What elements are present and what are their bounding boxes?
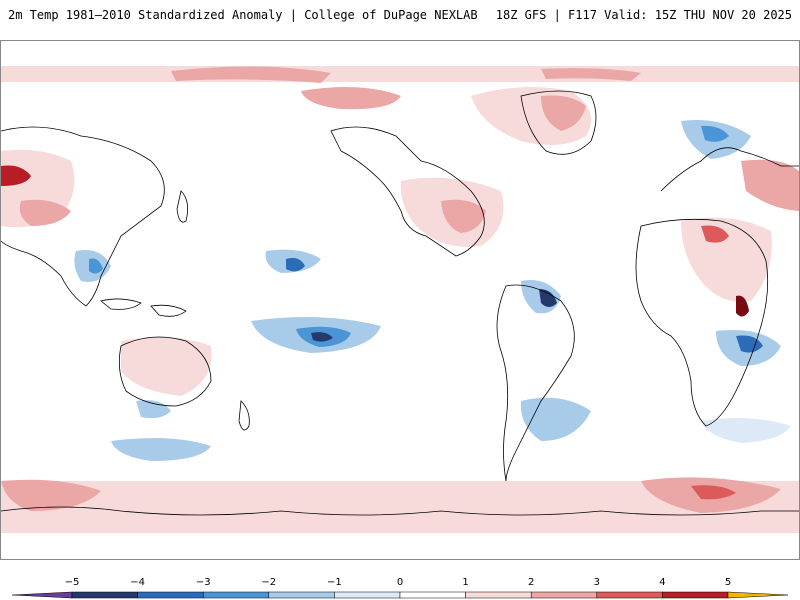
colorbar-segment	[662, 591, 729, 599]
colorbar-tick-label: 1	[462, 577, 468, 588]
colorbar-tick-label: 0	[397, 577, 403, 588]
colorbar-segment	[71, 591, 138, 599]
anomaly-patch	[111, 437, 211, 461]
anomaly-patch	[1, 165, 31, 186]
coastline-asia	[1, 126, 165, 307]
coastline-new-zealand	[238, 400, 250, 431]
coastlines	[1, 90, 799, 516]
anomaly-patch	[89, 258, 103, 274]
anomaly-patch	[541, 95, 586, 131]
coastline-north-america	[330, 126, 485, 257]
colorbar-tick-labels: −5 −4 −3 −2 −1 0 1 2 3 4 5	[65, 577, 732, 588]
colorbar-arrow-high	[727, 591, 789, 599]
model-run-info: 18Z GFS | F117 Valid: 15Z THU NOV 20 202…	[495, 8, 792, 22]
colorbar: −5 −4 −3 −2 −1 0 1 2 3 4 5	[11, 577, 789, 599]
colorbar-tick-label: −3	[196, 577, 211, 588]
coastline-australia	[118, 336, 212, 407]
anomaly-patch	[286, 257, 305, 272]
anomaly-patch	[701, 417, 791, 443]
colorbar-tick-label: −5	[65, 577, 80, 588]
coastline-south-america	[496, 284, 575, 482]
colorbar-arrow-low	[11, 591, 73, 599]
anomaly-patch	[736, 295, 749, 317]
colorbar-segment	[137, 591, 204, 599]
anomaly-shading	[1, 66, 799, 533]
colorbar-tick-label: 2	[528, 577, 534, 588]
colorbar-segment	[530, 591, 598, 599]
colorbar-segment	[465, 591, 532, 599]
anomaly-patch	[741, 159, 799, 211]
colorbar-segment	[334, 591, 401, 599]
anomaly-patch	[539, 289, 557, 307]
colorbar-segment	[268, 591, 335, 599]
coastline-japan	[176, 190, 189, 223]
coastline-islands	[150, 304, 187, 317]
anomaly-patch	[311, 332, 333, 342]
anomaly-patch	[691, 485, 736, 500]
anomaly-patch	[301, 87, 401, 110]
colorbar-tick-label: 5	[725, 577, 731, 588]
coastline-africa	[635, 218, 769, 427]
colorbar-tick-label: 4	[659, 577, 665, 588]
coastline-greenland	[520, 90, 597, 155]
colorbar-segment	[399, 591, 466, 599]
colorbar-tick-label: −2	[261, 577, 276, 588]
colorbar-segments	[11, 591, 789, 599]
anomaly-patch	[736, 335, 763, 353]
colorbar-tick-label: −4	[130, 577, 145, 588]
anomaly-patch	[136, 400, 171, 419]
anomaly-patch	[541, 68, 641, 81]
anomaly-patch	[1, 66, 799, 82]
map-title: 2m Temp 1981–2010 Standardized Anomaly |…	[8, 8, 478, 22]
anomaly-patch	[19, 199, 71, 226]
anomaly-patch	[520, 397, 591, 441]
anomaly-patch	[441, 199, 486, 233]
map-canvas	[1, 66, 799, 533]
anomaly-patch	[1, 479, 101, 511]
coastline-islands	[100, 298, 142, 310]
map-header: 2m Temp 1981–2010 Standardized Anomaly |…	[0, 0, 800, 30]
coastline-europe	[660, 147, 799, 192]
anomaly-patch	[701, 125, 729, 142]
anomaly-patch	[1, 521, 799, 533]
coastline-antarctica	[1, 506, 799, 516]
colorbar-tick-label: −1	[327, 577, 342, 588]
anomaly-patch	[701, 225, 729, 243]
anomaly-patch	[171, 66, 331, 83]
colorbar-segment	[596, 591, 663, 599]
anomaly-patch	[681, 217, 772, 302]
anomaly-patch	[121, 337, 212, 396]
colorbar-tick-label: 3	[594, 577, 600, 588]
colorbar-segment	[202, 591, 270, 599]
anomaly-map	[0, 40, 800, 560]
